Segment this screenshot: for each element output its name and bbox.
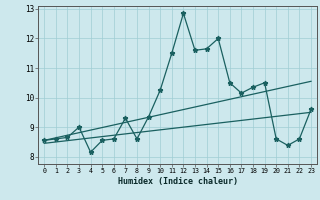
- X-axis label: Humidex (Indice chaleur): Humidex (Indice chaleur): [118, 177, 238, 186]
